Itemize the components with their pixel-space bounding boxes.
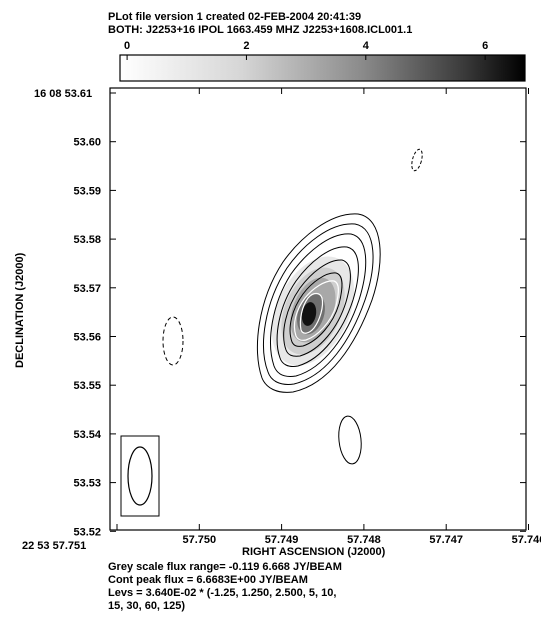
wedge-bar bbox=[119, 54, 526, 82]
emission-peak bbox=[301, 302, 317, 326]
contour-6 bbox=[289, 272, 343, 347]
y-tick-label: 53.57 bbox=[73, 283, 101, 295]
y-tick-label: 53.53 bbox=[73, 478, 101, 490]
header-line-1: PLot file version 1 created 02-FEB-2004 … bbox=[108, 11, 362, 23]
footer-line-3: Levs = 3.640E-02 * (-1.25, 1.250, 2.500,… bbox=[108, 587, 337, 599]
x-axis-title: RIGHT ASCENSION (J2000) bbox=[242, 546, 386, 558]
x-tick-label: 57.750 bbox=[182, 534, 216, 546]
negative-contour-left bbox=[162, 316, 184, 366]
footer-line-4: 15, 30, 60, 125) bbox=[108, 600, 186, 612]
contour-3 bbox=[270, 233, 367, 377]
footer-line-2: Cont peak flux = 6.6683E+00 JY/BEAM bbox=[108, 574, 308, 586]
y-tick-label: 53.60 bbox=[73, 137, 101, 149]
beam-ellipse bbox=[127, 446, 153, 506]
positive-contour-small bbox=[338, 415, 362, 465]
beam-box bbox=[120, 435, 160, 517]
x-tick-label: 57.746 bbox=[512, 534, 541, 546]
contour-8 bbox=[299, 292, 324, 334]
y-tick-label: 53.52 bbox=[73, 526, 101, 538]
wedge-tick-label: 0 bbox=[124, 40, 130, 52]
y-tick-label: 53.59 bbox=[73, 185, 101, 197]
contours bbox=[256, 213, 381, 393]
wedge-tick-label: 4 bbox=[363, 40, 370, 52]
negative-contour-top-right bbox=[411, 148, 423, 172]
y-tick-label: 53.55 bbox=[73, 380, 101, 392]
x-tick-label: 57.748 bbox=[347, 534, 381, 546]
contour-2 bbox=[263, 223, 374, 385]
contour-5 bbox=[283, 259, 351, 357]
contour-4 bbox=[276, 246, 359, 367]
greyscale-wedge: 0 2 4 6 bbox=[119, 40, 526, 82]
x-tick-label: 57.747 bbox=[429, 534, 463, 546]
header-line-2: BOTH: J2253+16 IPOL 1663.459 MHZ J2253+1… bbox=[108, 24, 413, 36]
y-axis-title: DECLINATION (J2000) bbox=[14, 252, 26, 368]
x-prefix-label: 22 53 57.751 bbox=[22, 540, 86, 552]
footer-line-1: Grey scale flux range= -0.119 6.668 JY/B… bbox=[108, 561, 342, 573]
y-tick-label: 53.58 bbox=[73, 234, 101, 246]
y-tick-label: 53.56 bbox=[73, 332, 101, 344]
wedge-tick-label: 6 bbox=[482, 40, 488, 52]
wedge-tick-label: 2 bbox=[243, 40, 249, 52]
x-tick-label: 57.749 bbox=[265, 534, 299, 546]
contour-1 bbox=[256, 213, 381, 393]
y-tick-label: 53.54 bbox=[73, 429, 101, 441]
y-top-label: 16 08 53.61 bbox=[34, 88, 92, 100]
contour-7 bbox=[293, 280, 339, 341]
map-panel: 53.60 53.59 53.58 53.57 53.56 53.55 53.54 53.53… bbox=[73, 87, 541, 546]
